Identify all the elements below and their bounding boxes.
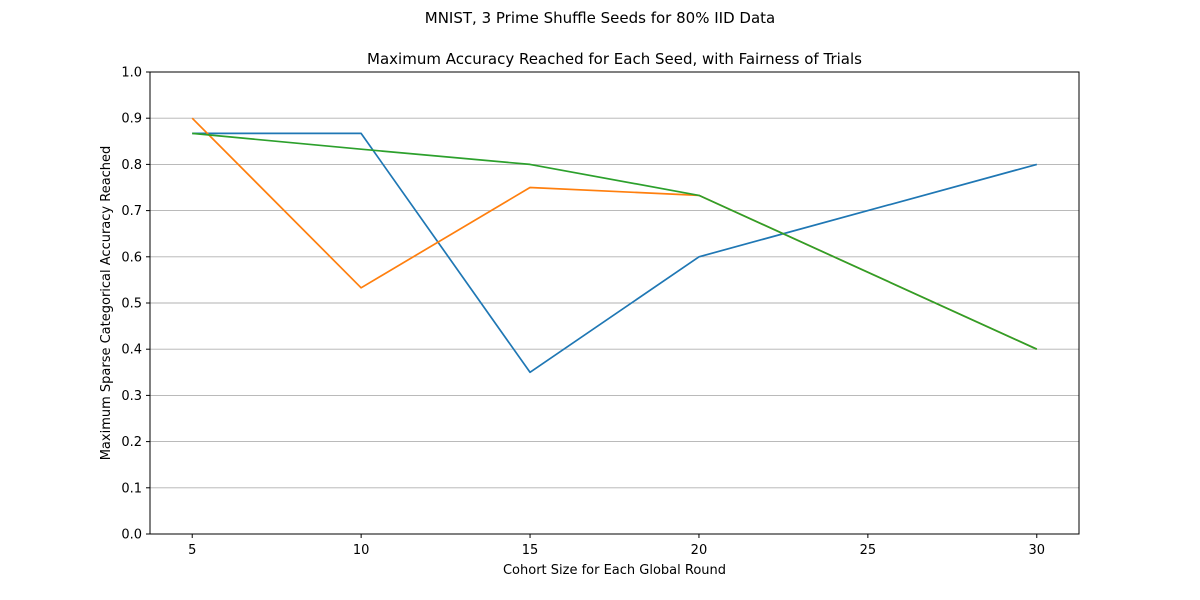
y-axis-label: Maximum Sparse Categorical Accuracy Reac…	[99, 146, 114, 461]
x-tick-label: 25	[860, 543, 877, 558]
y-tick-label: 0.7	[121, 204, 142, 219]
series-line-3	[192, 132, 1038, 350]
y-gridlines	[150, 71, 1079, 535]
x-tick-label: 20	[691, 543, 708, 558]
x-tick-label: 15	[522, 543, 539, 558]
chart-suptitle: MNIST, 3 Prime Shuffle Seeds for 80% IID…	[425, 9, 775, 27]
y-tick-label: 0.9	[121, 112, 142, 127]
x-tick-label: 10	[353, 543, 370, 558]
x-axis-ticks: 5 10 15 20 25 30	[188, 534, 1045, 558]
y-tick-label: 0.1	[121, 481, 142, 496]
y-tick-label: 0.6	[121, 250, 142, 265]
x-tick-label: 5	[188, 543, 196, 558]
x-tick-label: 30	[1028, 543, 1045, 558]
y-tick-label: 0.5	[121, 297, 142, 312]
y-tick-label: 1.0	[121, 66, 142, 81]
y-tick-label: 0.3	[121, 389, 142, 404]
x-axis-label: Cohort Size for Each Global Round	[503, 563, 726, 578]
y-tick-label: 0.2	[121, 435, 142, 450]
y-tick-label: 0.8	[121, 158, 142, 173]
y-axis-ticks: 0.0 0.1 0.2 0.3 0.4 0.5 0.6 0.7 0.8 0.9 1.0	[121, 66, 150, 543]
series-line-1	[192, 132, 1038, 374]
y-tick-label: 0.4	[121, 343, 142, 358]
series-lines	[191, 117, 1038, 374]
chart-title: Maximum Accuracy Reached for Each Seed, …	[367, 50, 862, 68]
y-tick-label: 0.0	[121, 528, 142, 543]
